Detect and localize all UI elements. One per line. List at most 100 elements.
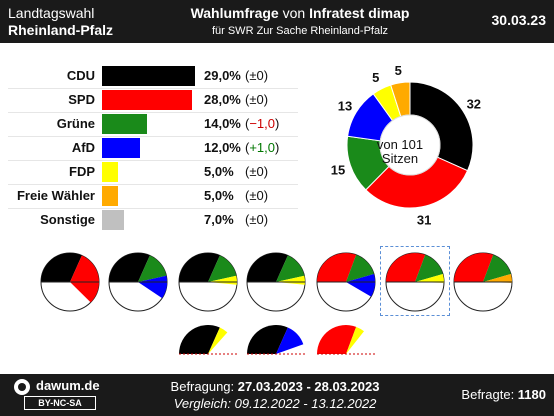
- row-separator: [8, 208, 298, 209]
- coalition-segment: [138, 255, 167, 282]
- party-name: FDP: [69, 164, 95, 179]
- title-bold1: Wahlumfrage: [190, 5, 279, 21]
- coalition-segment: [276, 255, 305, 282]
- coalition-segment: [41, 252, 82, 282]
- coalition-pie: [40, 252, 100, 312]
- site-name[interactable]: dawum.de: [36, 378, 100, 393]
- respondents: Befragte: 1180: [461, 387, 546, 402]
- coalition-pie: [316, 252, 376, 312]
- coalition-pie: [108, 252, 168, 312]
- row-separator: [8, 112, 298, 113]
- party-change: (±0): [245, 92, 269, 107]
- title-mid: von: [278, 5, 310, 21]
- party-change: (−1,0): [245, 116, 280, 131]
- coalition-segment: [70, 255, 99, 303]
- party-change: (±0): [245, 212, 269, 227]
- poll-date: 30.03.23: [491, 12, 547, 28]
- selected-coalition-frame: [380, 246, 450, 316]
- region-line2: Rheinland-Pfalz: [8, 22, 114, 38]
- party-row: SPD 28,0% (±0): [0, 88, 300, 112]
- coalition-pie: [247, 325, 305, 355]
- party-value: 14,0%: [204, 116, 241, 131]
- party-name: Freie Wähler: [16, 188, 95, 203]
- party-row: AfD 12,0% (+1,0): [0, 136, 300, 160]
- coalition-pie: [178, 252, 238, 312]
- coalition-pie: [453, 252, 513, 312]
- coalition-segment: [483, 273, 512, 283]
- party-value: 29,0%: [204, 68, 241, 83]
- row-separator: [8, 184, 298, 185]
- coalition-segment: [454, 253, 494, 282]
- party-name: AfD: [71, 140, 95, 155]
- license-text: BY-NC-SA: [38, 398, 82, 408]
- coalition-pie: [385, 252, 445, 312]
- party-value: 5,0%: [204, 188, 234, 203]
- party-bar: [102, 66, 195, 86]
- party-row: FDP 5,0% (±0): [0, 160, 300, 184]
- row-separator: [8, 136, 298, 137]
- compare-period: Vergleich: 09.12.2022 - 13.12.2022: [173, 396, 377, 411]
- title-line: Wahlumfrage von Infratest dimap: [150, 4, 450, 22]
- coalition-segment: [208, 327, 228, 354]
- coalition-segment: [415, 254, 443, 282]
- poll-range: 27.03.2023 - 28.03.2023: [237, 379, 380, 394]
- header-title: Wahlumfrage von Infratest dimap für SWR …: [150, 4, 450, 39]
- party-bar: [102, 138, 141, 158]
- party-bar: [102, 186, 119, 206]
- coalition-segment: [346, 254, 374, 282]
- party-name: SPD: [68, 92, 95, 107]
- party-name: CDU: [66, 68, 95, 83]
- coalition-segment: [415, 273, 444, 283]
- row-separator: [8, 160, 298, 161]
- dawum-logo-icon: [14, 379, 30, 395]
- subtitle: für SWR Zur Sache Rheinland-Pfalz: [211, 25, 389, 37]
- row-separator: [8, 88, 298, 89]
- coalition-pie: [246, 252, 306, 312]
- party-bar: [102, 162, 119, 182]
- coalition-segment: [247, 325, 288, 354]
- party-change: (+1,0): [245, 140, 280, 155]
- seat-center-label: von 101 Sitzen: [370, 138, 430, 166]
- region-line1: Landtagswahl: [8, 5, 95, 21]
- party-change: (±0): [245, 164, 269, 179]
- footer: dawum.de BY-NC-SA Befragung: 27.03.2023 …: [0, 374, 554, 416]
- party-row: Grüne 14,0% (−1,0): [0, 112, 300, 136]
- poll-period: Befragung: 27.03.2023 - 28.03.2023: [150, 378, 400, 396]
- coalition-pie: [179, 325, 237, 355]
- header: Landtagswahl Rheinland-Pfalz Wahlumfrage…: [0, 0, 554, 43]
- party-bar: [102, 90, 192, 110]
- coalition-segment: [317, 325, 357, 354]
- seat-center-line1: von 101: [376, 137, 424, 152]
- coalition-segment: [386, 253, 426, 282]
- coalition-segment: [247, 252, 288, 282]
- respondents-value: 1180: [517, 387, 546, 402]
- seat-center-line2: Sitzen: [381, 151, 419, 166]
- party-row: CDU 29,0% (±0): [0, 64, 300, 88]
- region-label: Landtagswahl Rheinland-Pfalz: [8, 5, 113, 39]
- party-bar: [102, 210, 125, 230]
- party-row: Sonstige 7,0% (±0): [0, 208, 300, 232]
- coalition-segment: [483, 254, 511, 282]
- coalition-segment: [317, 253, 357, 282]
- party-value: 28,0%: [204, 92, 241, 107]
- respondents-label: Befragte:: [461, 387, 518, 402]
- party-row: Freie Wähler 5,0% (±0): [0, 184, 300, 208]
- party-value: 12,0%: [204, 140, 241, 155]
- party-name: Sonstige: [40, 212, 95, 227]
- title-bold2: Infratest dimap: [309, 5, 410, 21]
- coalition-segment: [179, 325, 220, 354]
- poll-label: Befragung:: [170, 379, 238, 394]
- coalition-segment: [346, 273, 375, 297]
- coalition-segment: [138, 275, 167, 299]
- coalition-segment: [208, 255, 237, 282]
- coalition-segment: [346, 326, 364, 354]
- party-bar: [102, 114, 147, 134]
- party-name: Grüne: [56, 116, 95, 131]
- coalition-segment: [276, 327, 304, 354]
- coalition-pie: [317, 325, 375, 355]
- party-change: (±0): [245, 188, 269, 203]
- coalition-segment: [178, 252, 220, 282]
- party-value: 7,0%: [204, 212, 234, 227]
- license-badge: BY-NC-SA: [24, 396, 96, 410]
